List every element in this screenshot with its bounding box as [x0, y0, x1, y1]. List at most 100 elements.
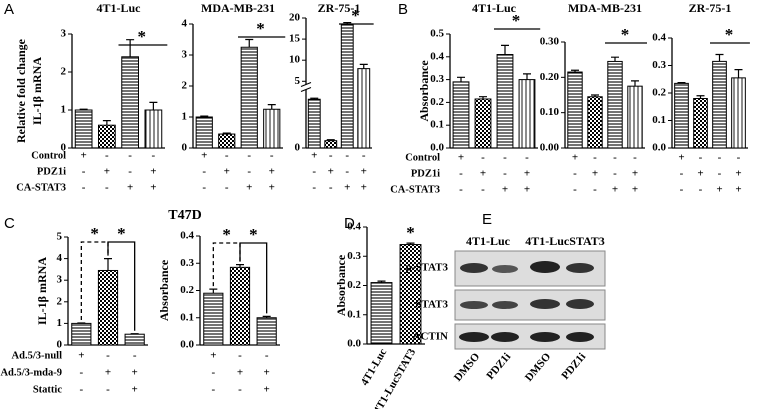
- y-tick-label: 0.10: [540, 106, 560, 118]
- y-tick-label: 0.3: [347, 250, 361, 262]
- condition-sign: +: [344, 182, 350, 194]
- condition-sign: -: [82, 166, 86, 178]
- y-tick-label: 0.1: [180, 311, 194, 323]
- y-tick-label: 0.4: [347, 221, 361, 233]
- condition-sign: -: [593, 184, 597, 196]
- significance-label: *: [256, 19, 265, 38]
- condition-sign: -: [459, 184, 463, 196]
- error-bar: [523, 73, 531, 80]
- bar: [324, 140, 338, 149]
- condition-sign: -: [680, 168, 684, 180]
- condition-sign: -: [105, 150, 109, 162]
- bar: [567, 71, 583, 149]
- condition-name: Control: [405, 152, 440, 163]
- condition-name: Ad.5/3-mda-9: [0, 367, 62, 378]
- bar: [74, 109, 93, 149]
- condition-sign: -: [573, 168, 577, 180]
- condition-sign: -: [699, 184, 703, 196]
- error-bar: [236, 264, 244, 268]
- condition-sign: +: [150, 166, 156, 178]
- y-tick-label: 0.1: [652, 114, 666, 126]
- condition-sign: -: [481, 152, 485, 164]
- y-axis-label: Absorbance: [417, 60, 431, 122]
- significance-label: *: [725, 25, 734, 44]
- condition-sign: -: [128, 150, 132, 162]
- bar: [229, 266, 251, 346]
- condition-sign: -: [225, 182, 229, 194]
- condition-sign: +: [612, 184, 618, 196]
- condition-sign: +: [269, 166, 275, 178]
- y-tick-label: 4: [182, 18, 188, 30]
- condition-sign: -: [225, 150, 229, 162]
- condition-sign: -: [238, 350, 242, 362]
- y-tick-label: 3: [57, 274, 63, 286]
- bar: [263, 108, 281, 149]
- condition-name: CA-STAT3: [390, 184, 440, 195]
- bar: [218, 133, 236, 149]
- condition-sign: -: [613, 152, 617, 164]
- y-tick-label: 1: [182, 111, 188, 123]
- condition-sign: +: [716, 184, 722, 196]
- condition-name: CA-STAT3: [16, 182, 66, 193]
- y-tick-label: 1: [57, 317, 63, 329]
- axis-break: [300, 87, 312, 92]
- condition-sign: +: [264, 367, 270, 379]
- condition-sign: +: [524, 184, 530, 196]
- error-bar: [326, 139, 335, 141]
- condition-sign: -: [613, 168, 617, 180]
- significance-label: *: [406, 223, 415, 242]
- y-tick-label: 0.2: [180, 284, 194, 296]
- condition-sign: +: [269, 182, 275, 194]
- y-tick-label: 0.4: [652, 32, 666, 44]
- condition-sign: -: [329, 150, 333, 162]
- error-bar: [479, 96, 487, 99]
- condition-sign: +: [105, 367, 111, 379]
- y-tick-label: 0.4: [180, 230, 194, 242]
- bar: [370, 282, 393, 345]
- condition-sign: +: [632, 184, 638, 196]
- significance-label: *: [117, 224, 126, 243]
- bar: [674, 82, 689, 149]
- y-tick-label: 2: [182, 80, 188, 92]
- y-tick-label: 15: [289, 33, 301, 45]
- error-bar: [591, 94, 599, 97]
- bar: [474, 98, 492, 149]
- error-bar: [102, 120, 111, 126]
- condition-sign: -: [152, 150, 156, 162]
- y-tick-label: 0.3: [430, 73, 444, 85]
- blot-header: 4T1-Luc: [466, 234, 511, 248]
- chart-title: ZR-75-1: [318, 1, 361, 15]
- bar: [97, 269, 119, 346]
- y-axis-label: IL-1β mRNA: [30, 57, 44, 125]
- condition-sign: -: [481, 184, 485, 196]
- blot-lane-label: PDZ1i: [559, 351, 588, 382]
- condition-sign: +: [311, 150, 317, 162]
- western-blot: [454, 250, 606, 350]
- condition-sign: +: [480, 168, 486, 180]
- error-bar: [696, 95, 705, 99]
- condition-sign: +: [735, 168, 741, 180]
- bar: [256, 317, 277, 346]
- condition-sign: +: [328, 166, 334, 178]
- y-tick-label: 0.0: [180, 339, 194, 351]
- y-tick-label: 0.5: [430, 28, 444, 40]
- y-tick-label: 0: [57, 339, 63, 351]
- condition-sign: +: [132, 367, 138, 379]
- y-tick-label: 3: [61, 28, 67, 40]
- bar: [452, 81, 470, 149]
- y-tick-label: 0: [182, 142, 188, 154]
- error-bar: [611, 56, 619, 62]
- blot-row-label: STAT3: [415, 299, 448, 311]
- condition-sign: -: [312, 166, 316, 178]
- bar: [124, 333, 145, 346]
- blot-lane-label: DMSO: [452, 351, 483, 384]
- significance-bracket: [80, 241, 109, 320]
- condition-sign: -: [211, 367, 215, 379]
- condition-name: PDZ1i: [411, 168, 440, 179]
- y-tick-label: 0.1: [347, 308, 361, 320]
- y-tick-label: 0.00: [540, 142, 560, 154]
- y-tick-label: 0: [61, 142, 67, 154]
- y-tick-label: 20: [289, 12, 301, 24]
- significance-label: *: [90, 224, 99, 243]
